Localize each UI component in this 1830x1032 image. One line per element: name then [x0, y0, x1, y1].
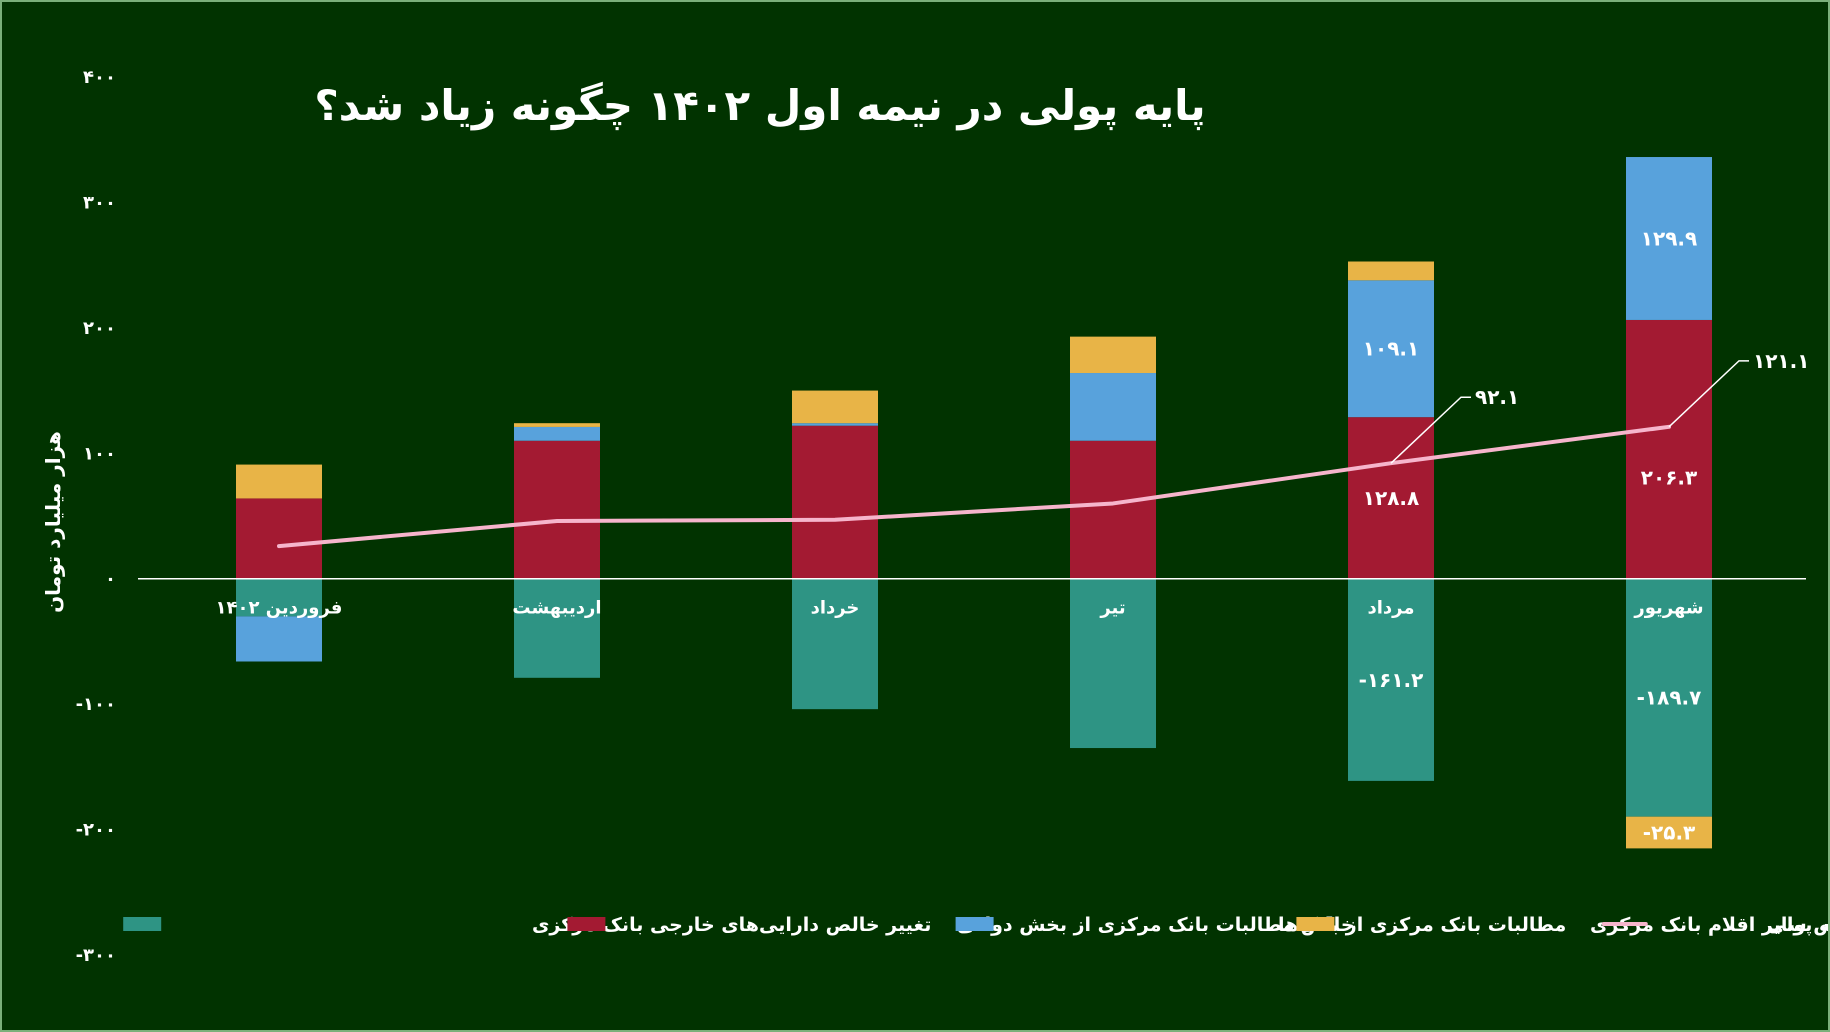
- bar-segment: [1348, 261, 1434, 281]
- data-labels-layer: ۱۲۸.۸ ۱۰۹.۱ -۱۶۱.۲ ۲۰۶.۳ ۱۲۹.۹ -۱۸۹.۷ -۲۵.۳ ۹۲.…: [1359, 226, 1810, 844]
- bar-segment: [236, 578, 322, 617]
- legend-label: کل پایه پولی: [1767, 914, 1828, 936]
- legend-label: خالص سایر اقلام بانک مرکزی: [1590, 914, 1828, 936]
- bar-segment: [1070, 578, 1156, 749]
- bar-segment: [1070, 336, 1156, 374]
- bar-segment: [792, 425, 878, 579]
- y-tick-label: ۰: [105, 569, 116, 590]
- legend-label: تغییر خالص دارایی‌های خارجی بانک مرکزی: [532, 914, 931, 936]
- y-axis-ticks: ۴۰۰ ۳۰۰ ۲۰۰ ۱۰۰ ۰ -۱۰۰ -۲۰۰ -۳۰۰: [76, 67, 116, 966]
- legend: تغییر خالص دارایی‌های خارجی بانک مرکزی خا…: [123, 914, 1828, 936]
- bar-segment: [236, 464, 322, 499]
- x-category-label: تیر: [1099, 598, 1125, 619]
- legend-swatch: [123, 917, 162, 931]
- chart-title: پایه پولی در نیمه اول ۱۴۰۲ چگونه زیاد شد…: [314, 81, 1205, 131]
- bar-segment: [1626, 578, 1712, 817]
- y-tick-label: -۳۰۰: [76, 945, 116, 966]
- bar-segment: [792, 578, 878, 710]
- data-label: -۲۵.۳: [1643, 821, 1696, 845]
- data-label: -۱۶۱.۲: [1359, 668, 1424, 692]
- x-category-label: اردیبهشت: [512, 598, 601, 619]
- data-label: ۱۰۹.۱: [1363, 337, 1419, 361]
- x-category-label: فروردین ۱۴۰۲: [216, 598, 343, 619]
- bars-layer: [236, 157, 1712, 849]
- y-tick-label: ۱۰۰: [83, 443, 116, 464]
- y-tick-label: ۲۰۰: [83, 318, 116, 339]
- bar-segment: [1348, 578, 1434, 781]
- bar-segment: [792, 423, 878, 426]
- data-label-leader: [1390, 396, 1471, 464]
- bar-segment: [792, 390, 878, 424]
- y-tick-label: -۲۰۰: [76, 820, 116, 841]
- legend-swatch: [955, 917, 994, 931]
- x-category-label: شهریور: [1633, 598, 1703, 619]
- data-label: ۱۲۸.۸: [1363, 486, 1419, 510]
- line-layer: [277, 424, 1671, 549]
- data-label: ۱۲۹.۹: [1641, 226, 1697, 250]
- bar-segment: [236, 616, 322, 662]
- bar-segment: [236, 498, 322, 579]
- y-axis-label-group: هزار میلیارد تومان: [41, 431, 65, 613]
- data-label-leader: [1668, 360, 1749, 428]
- y-tick-label: ۴۰۰: [83, 67, 116, 88]
- series-line-total: [277, 424, 1671, 549]
- y-tick-label: ۳۰۰: [83, 192, 116, 213]
- bar-segment: [1626, 816, 1712, 849]
- bar-segment: [1070, 373, 1156, 441]
- bar-segment: [1070, 440, 1156, 579]
- y-axis-label: هزار میلیارد تومان: [41, 431, 65, 613]
- bar-segment: [1626, 157, 1712, 320]
- data-label: ۱۲۱.۱: [1753, 349, 1809, 373]
- bar-segment: [1348, 417, 1434, 579]
- data-label: ۹۲.۱: [1475, 385, 1519, 409]
- bar-segment: [514, 426, 600, 441]
- x-category-label: مرداد: [1368, 598, 1415, 619]
- data-label: ۲۰۶.۳: [1641, 465, 1697, 489]
- legend-swatch: [1296, 917, 1335, 931]
- legend-swatch: [567, 917, 606, 931]
- legend-label: خالص مطالبات بانک مرکزی از بخش دولتی: [957, 914, 1355, 936]
- data-label: -۱۸۹.۷: [1637, 686, 1702, 710]
- bar-segment: [1626, 319, 1712, 579]
- bar-segment: [514, 578, 600, 678]
- bar-segment: [514, 440, 600, 579]
- x-category-label: خرداد: [811, 598, 860, 619]
- x-axis-categories: فروردین ۱۴۰۲ اردیبهشت خرداد تیر مرداد شهریور: [216, 598, 1704, 619]
- y-tick-label: -۱۰۰: [76, 694, 116, 715]
- bar-segment: [1348, 280, 1434, 418]
- legend-label: مطالبات بانک مرکزی از بانک‌ها: [1278, 914, 1566, 936]
- bar-segment: [514, 423, 600, 427]
